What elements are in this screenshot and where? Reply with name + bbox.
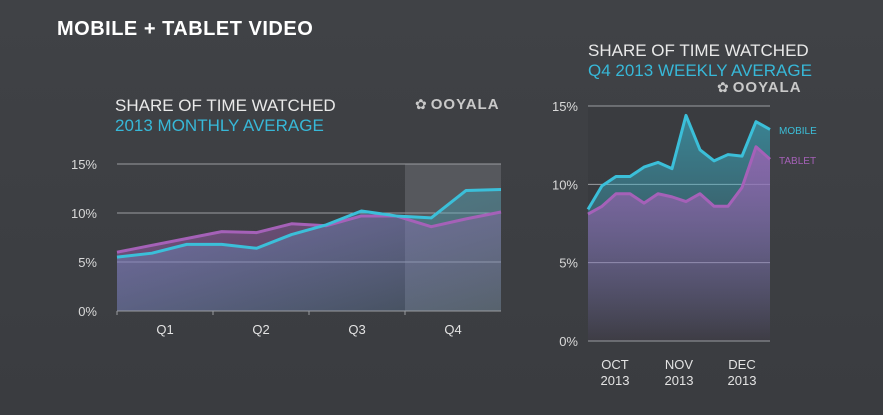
right-x-tick-month: OCT (601, 357, 629, 372)
left-logo-text: OOYALA (430, 96, 500, 113)
left-chart-subtitle: 2013 MONTHLY AVERAGE (115, 116, 324, 135)
left-tablet-line (116, 210, 502, 254)
right-x-tick-month: NOV (665, 357, 694, 372)
tablet-series-label: TABLET (779, 156, 816, 167)
right-chart-subtitle: Q4 2013 WEEKLY AVERAGE (588, 61, 812, 80)
right-x-tick-month: DEC (728, 357, 755, 372)
left-y-tick-label: 5% (78, 255, 97, 270)
left-x-tick-label: Q1 (156, 322, 173, 337)
right-x-tick-year: 2013 (601, 373, 630, 388)
left-chart-title: SHARE OF TIME WATCHED (115, 96, 336, 115)
page-title: MOBILE + TABLET VIDEO (57, 18, 314, 40)
right-ooyala-logo: ✿ OOYALA (717, 79, 802, 96)
right-y-tick-label: 10% (552, 177, 578, 192)
mobile-series-label: MOBILE (779, 126, 817, 137)
left-y-tick-label: 15% (71, 157, 97, 172)
right-tablet-area (588, 146, 770, 341)
left-y-tick-label: 0% (78, 304, 97, 319)
left-mobile-line (116, 187, 502, 259)
left-x-tick-label: Q3 (348, 322, 365, 337)
left-ooyala-logo: ✿ OOYALA (415, 96, 500, 113)
right-x-tick-year: 2013 (728, 373, 757, 388)
ooyala-flower-icon: ✿ (717, 79, 730, 95)
right-y-tick-label: 0% (559, 334, 578, 349)
left-x-tick-label: Q4 (444, 322, 461, 337)
left-y-tick-label: 10% (71, 206, 97, 221)
right-chart-title: SHARE OF TIME WATCHED (588, 41, 809, 60)
right-y-tick-label: 5% (559, 256, 578, 271)
right-mobile-line (586, 113, 771, 211)
ooyala-flower-icon: ✿ (415, 96, 428, 112)
left-tablet-area (117, 212, 501, 311)
right-y-tick-label: 15% (552, 99, 578, 114)
right-logo-text: OOYALA (732, 79, 802, 96)
left-x-tick-label: Q2 (252, 322, 269, 337)
right-x-tick-year: 2013 (665, 373, 694, 388)
right-tablet-line (587, 145, 772, 216)
